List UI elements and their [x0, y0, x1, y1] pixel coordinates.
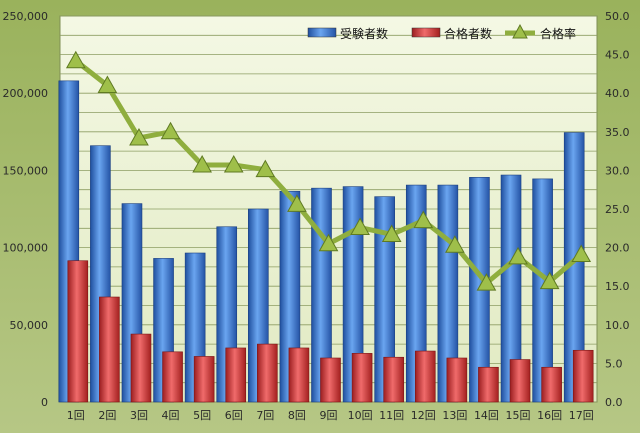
y-left-tick-label: 0	[41, 396, 48, 409]
y-right-tick-label: 40.0	[605, 87, 630, 100]
bar-passers	[572, 349, 594, 403]
x-tick-label: 17回	[569, 409, 594, 422]
legend-label: 合格率	[540, 26, 576, 41]
bar-passers	[541, 366, 562, 403]
rate-line	[65, 50, 592, 291]
point-pass-rate	[539, 271, 560, 290]
y-right-tick-label: 45.0	[605, 49, 630, 62]
x-tick-label: 15回	[506, 409, 531, 422]
bars	[58, 80, 594, 403]
point-pass-rate	[350, 217, 370, 236]
bar-passers	[320, 357, 341, 403]
legend-swatch	[411, 27, 441, 38]
x-tick-label: 9回	[320, 409, 338, 422]
point-pass-rate	[381, 224, 402, 242]
legend-label: 合格者数	[444, 26, 492, 41]
x-tick-label: 3回	[130, 409, 148, 422]
legend: 受験者数 合格者数 合格率	[307, 23, 576, 41]
right-axis: 0.0 5.0 10.0 15.0 20.0 25.0 30.0 35.0 40.0 45.0 50…	[605, 10, 630, 409]
point-pass-rate	[476, 273, 497, 291]
y-right-tick-label: 25.0	[605, 203, 630, 216]
bar-passers	[446, 357, 468, 403]
y-left-tick-label: 200,000	[3, 87, 49, 100]
y-right-tick-label: 15.0	[605, 280, 630, 293]
legend-swatch	[307, 27, 337, 38]
x-tick-label: 8回	[288, 409, 306, 422]
point-pass-rate	[318, 233, 339, 252]
point-pass-rate	[413, 210, 434, 229]
bar-passers	[257, 343, 278, 403]
y-left-tick-label: 50,000	[10, 319, 49, 332]
y-right-tick-label: 35.0	[605, 126, 630, 139]
point-pass-rate	[160, 121, 181, 140]
point-pass-rate	[223, 154, 244, 173]
y-left-tick-label: 250,000	[3, 10, 49, 23]
y-right-tick-label: 20.0	[605, 242, 630, 255]
y-left-tick-label: 100,000	[3, 242, 49, 255]
left-axis: 0 50,000 100,000 150,000 200,000 250,000	[3, 10, 49, 409]
x-tick-label: 16回	[537, 409, 562, 422]
point-pass-rate	[65, 50, 86, 69]
bar-passers	[130, 333, 152, 403]
bar-passers	[288, 347, 310, 403]
bar-passers	[99, 296, 120, 403]
y-left-tick-label: 150,000	[3, 164, 49, 177]
point-pass-rate	[508, 246, 528, 265]
point-pass-rate	[287, 194, 307, 212]
bar-passers	[383, 356, 404, 403]
legend-marker	[512, 23, 528, 39]
x-tick-label: 1回	[67, 409, 85, 422]
bar-passers	[225, 347, 247, 403]
x-tick-label: 13回	[442, 409, 467, 422]
bar-passers	[509, 359, 531, 403]
bar-passers	[351, 353, 373, 403]
bar-passers	[162, 351, 183, 403]
y-right-tick-label: 5.0	[605, 357, 623, 370]
x-tick-label: 2回	[98, 409, 116, 422]
y-right-tick-label: 0.0	[605, 396, 623, 409]
point-pass-rate	[192, 154, 213, 173]
x-tick-label: 5回	[193, 409, 211, 422]
legend-label: 受験者数	[340, 26, 388, 41]
y-right-tick-label: 10.0	[605, 319, 630, 332]
point-pass-rate	[97, 75, 118, 93]
bar-passers	[478, 366, 499, 403]
y-right-tick-label: 50.0	[605, 10, 630, 23]
point-pass-rate	[444, 235, 465, 253]
point-pass-rate	[571, 244, 592, 263]
x-axis: 1回 2回 3回 4回 5回 6回 7回 8回 9回 10回 11回 12回 13回 14回 15回 16回 1…	[67, 409, 594, 422]
bar-passers	[67, 260, 89, 403]
y-right-tick-label: 30.0	[605, 164, 630, 177]
x-tick-label: 7回	[256, 409, 274, 422]
x-tick-label: 6回	[225, 409, 243, 422]
point-pass-rate	[129, 127, 149, 146]
bar-passers	[414, 350, 436, 403]
x-tick-label: 11回	[379, 409, 404, 422]
bar-passers	[193, 356, 215, 403]
point-pass-rate	[255, 159, 276, 178]
x-tick-label: 10回	[348, 409, 373, 422]
x-tick-label: 4回	[162, 409, 180, 422]
x-tick-label: 12回	[411, 409, 436, 422]
x-tick-label: 14回	[474, 409, 499, 422]
